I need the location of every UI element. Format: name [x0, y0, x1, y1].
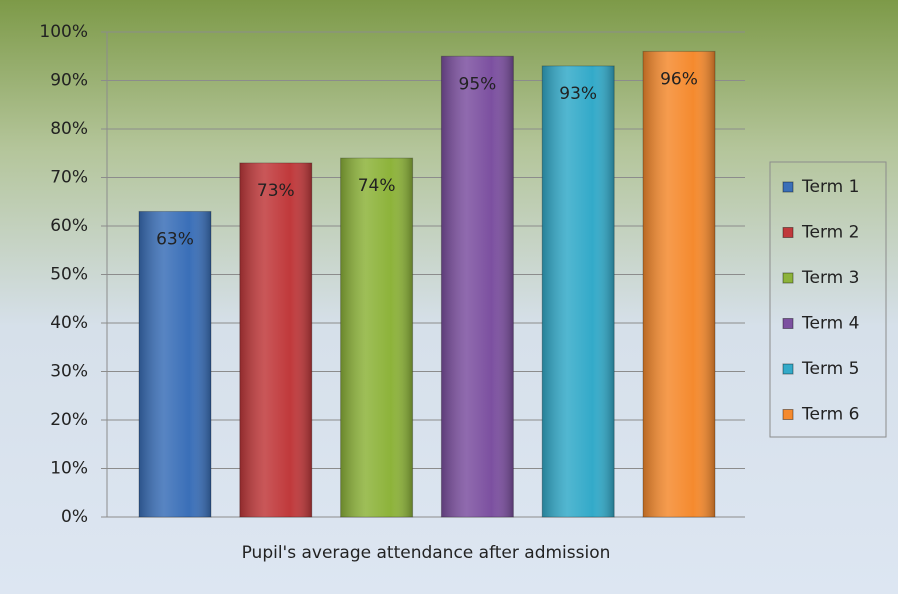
y-tick-label: 30%: [50, 362, 88, 382]
bar-shade: [643, 51, 715, 518]
legend-label: Term 6: [801, 405, 859, 425]
y-tick-label: 90%: [50, 71, 88, 91]
legend-swatch: [782, 409, 794, 420]
y-tick-label: 60%: [50, 216, 88, 236]
x-category-label: Pupil's average attendance after admissi…: [242, 543, 611, 563]
data-label: 73%: [257, 181, 295, 201]
data-label: 95%: [459, 74, 497, 94]
data-label: 93%: [559, 84, 597, 104]
y-tick-label: 0%: [61, 507, 88, 527]
legend-swatch: [782, 272, 794, 284]
legend-label: Term 4: [801, 314, 859, 334]
data-label: 96%: [660, 69, 698, 89]
bar-shade: [239, 162, 312, 517]
data-label: 63%: [156, 229, 194, 249]
y-tick-label: 40%: [50, 313, 88, 333]
y-tick-label: 70%: [50, 168, 88, 188]
legend-swatch: [782, 181, 794, 193]
bar-shade: [340, 158, 413, 517]
legend-label: Term 5: [801, 359, 859, 379]
y-tick-label: 80%: [50, 119, 88, 139]
legend-swatch: [782, 227, 794, 238]
legend-label: Term 1: [801, 177, 859, 197]
y-tick-label: 50%: [50, 265, 88, 285]
legend-swatch: [782, 363, 794, 375]
y-tick-label: 100%: [39, 22, 88, 42]
legend-label: Term 2: [801, 223, 859, 243]
legend-label: Term 3: [801, 268, 859, 288]
bar-shade: [542, 65, 615, 517]
legend-box: [769, 161, 887, 438]
y-tick-label: 20%: [50, 410, 88, 430]
bar-shade: [139, 211, 211, 517]
bar-shade: [441, 56, 514, 517]
y-tick-label: 10%: [50, 459, 88, 479]
data-label: 74%: [358, 176, 396, 196]
legend-swatch: [782, 318, 794, 329]
